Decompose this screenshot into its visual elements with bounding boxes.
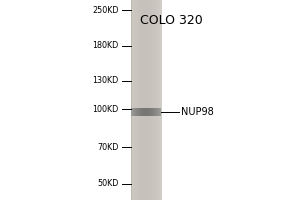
Text: 70KD: 70KD — [97, 143, 118, 152]
Text: 100KD: 100KD — [92, 105, 119, 114]
Text: 250KD: 250KD — [92, 6, 118, 15]
Text: 180KD: 180KD — [92, 41, 119, 50]
Text: 50KD: 50KD — [97, 179, 118, 188]
Text: COLO 320: COLO 320 — [140, 14, 202, 27]
Text: 130KD: 130KD — [92, 76, 119, 85]
Text: NUP98: NUP98 — [182, 107, 214, 117]
